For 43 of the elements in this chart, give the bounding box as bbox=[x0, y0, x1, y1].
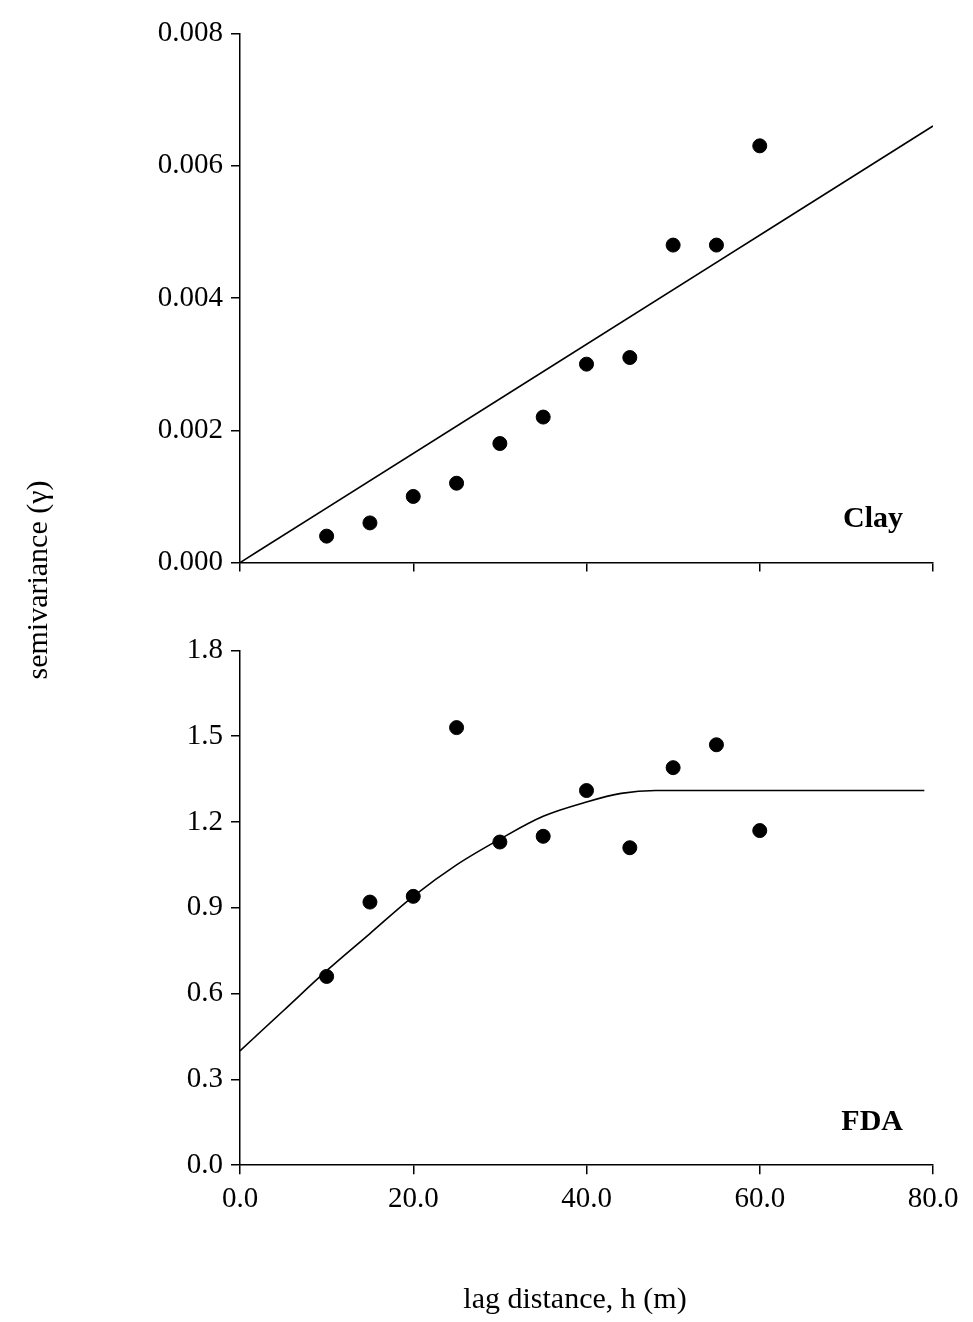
point bbox=[665, 237, 681, 253]
y-tick-label: 0.0 bbox=[186, 1146, 223, 1179]
point bbox=[449, 720, 465, 736]
point bbox=[752, 823, 768, 839]
point bbox=[449, 475, 465, 491]
x-tick-label: 0.0 bbox=[221, 1181, 259, 1214]
y-tick-label: 0.006 bbox=[157, 147, 223, 180]
point bbox=[492, 834, 508, 850]
point bbox=[708, 737, 724, 753]
annotation: Clay bbox=[843, 500, 903, 534]
point bbox=[665, 760, 681, 776]
y-tick-label: 1.5 bbox=[186, 717, 223, 750]
point bbox=[622, 350, 638, 366]
point bbox=[622, 840, 638, 856]
point bbox=[362, 894, 378, 910]
point bbox=[708, 237, 724, 253]
y-tick-label: 0.002 bbox=[157, 411, 223, 444]
point bbox=[535, 409, 551, 425]
y-axis-title: semivariance (γ) bbox=[20, 480, 54, 680]
point bbox=[405, 888, 421, 904]
y-tick-label: 1.8 bbox=[186, 632, 223, 665]
point bbox=[319, 528, 335, 544]
point bbox=[579, 783, 594, 799]
y-tick-label: 0.9 bbox=[186, 889, 223, 922]
point bbox=[405, 488, 421, 504]
x-tick-label: 20.0 bbox=[387, 1181, 439, 1214]
point bbox=[579, 356, 594, 372]
x-axis-title: lag distance, h (m) bbox=[463, 1281, 687, 1315]
y-tick-label: 0.004 bbox=[157, 279, 224, 312]
point bbox=[362, 515, 378, 531]
point bbox=[319, 968, 335, 984]
x-tick-label: 40.0 bbox=[561, 1181, 612, 1214]
x-tick-label: 60.0 bbox=[734, 1181, 786, 1214]
y-tick-label: 0.000 bbox=[157, 544, 223, 577]
y-tick-label: 1.2 bbox=[186, 803, 223, 836]
point bbox=[752, 138, 768, 154]
point bbox=[492, 436, 508, 452]
point bbox=[535, 828, 551, 844]
x-tick-label: 80.0 bbox=[907, 1181, 959, 1214]
y-tick-label: 0.3 bbox=[186, 1061, 223, 1094]
y-tick-label: 0.008 bbox=[157, 15, 223, 48]
y-tick-label: 0.6 bbox=[186, 975, 223, 1008]
annotation: FDA bbox=[841, 1102, 904, 1136]
